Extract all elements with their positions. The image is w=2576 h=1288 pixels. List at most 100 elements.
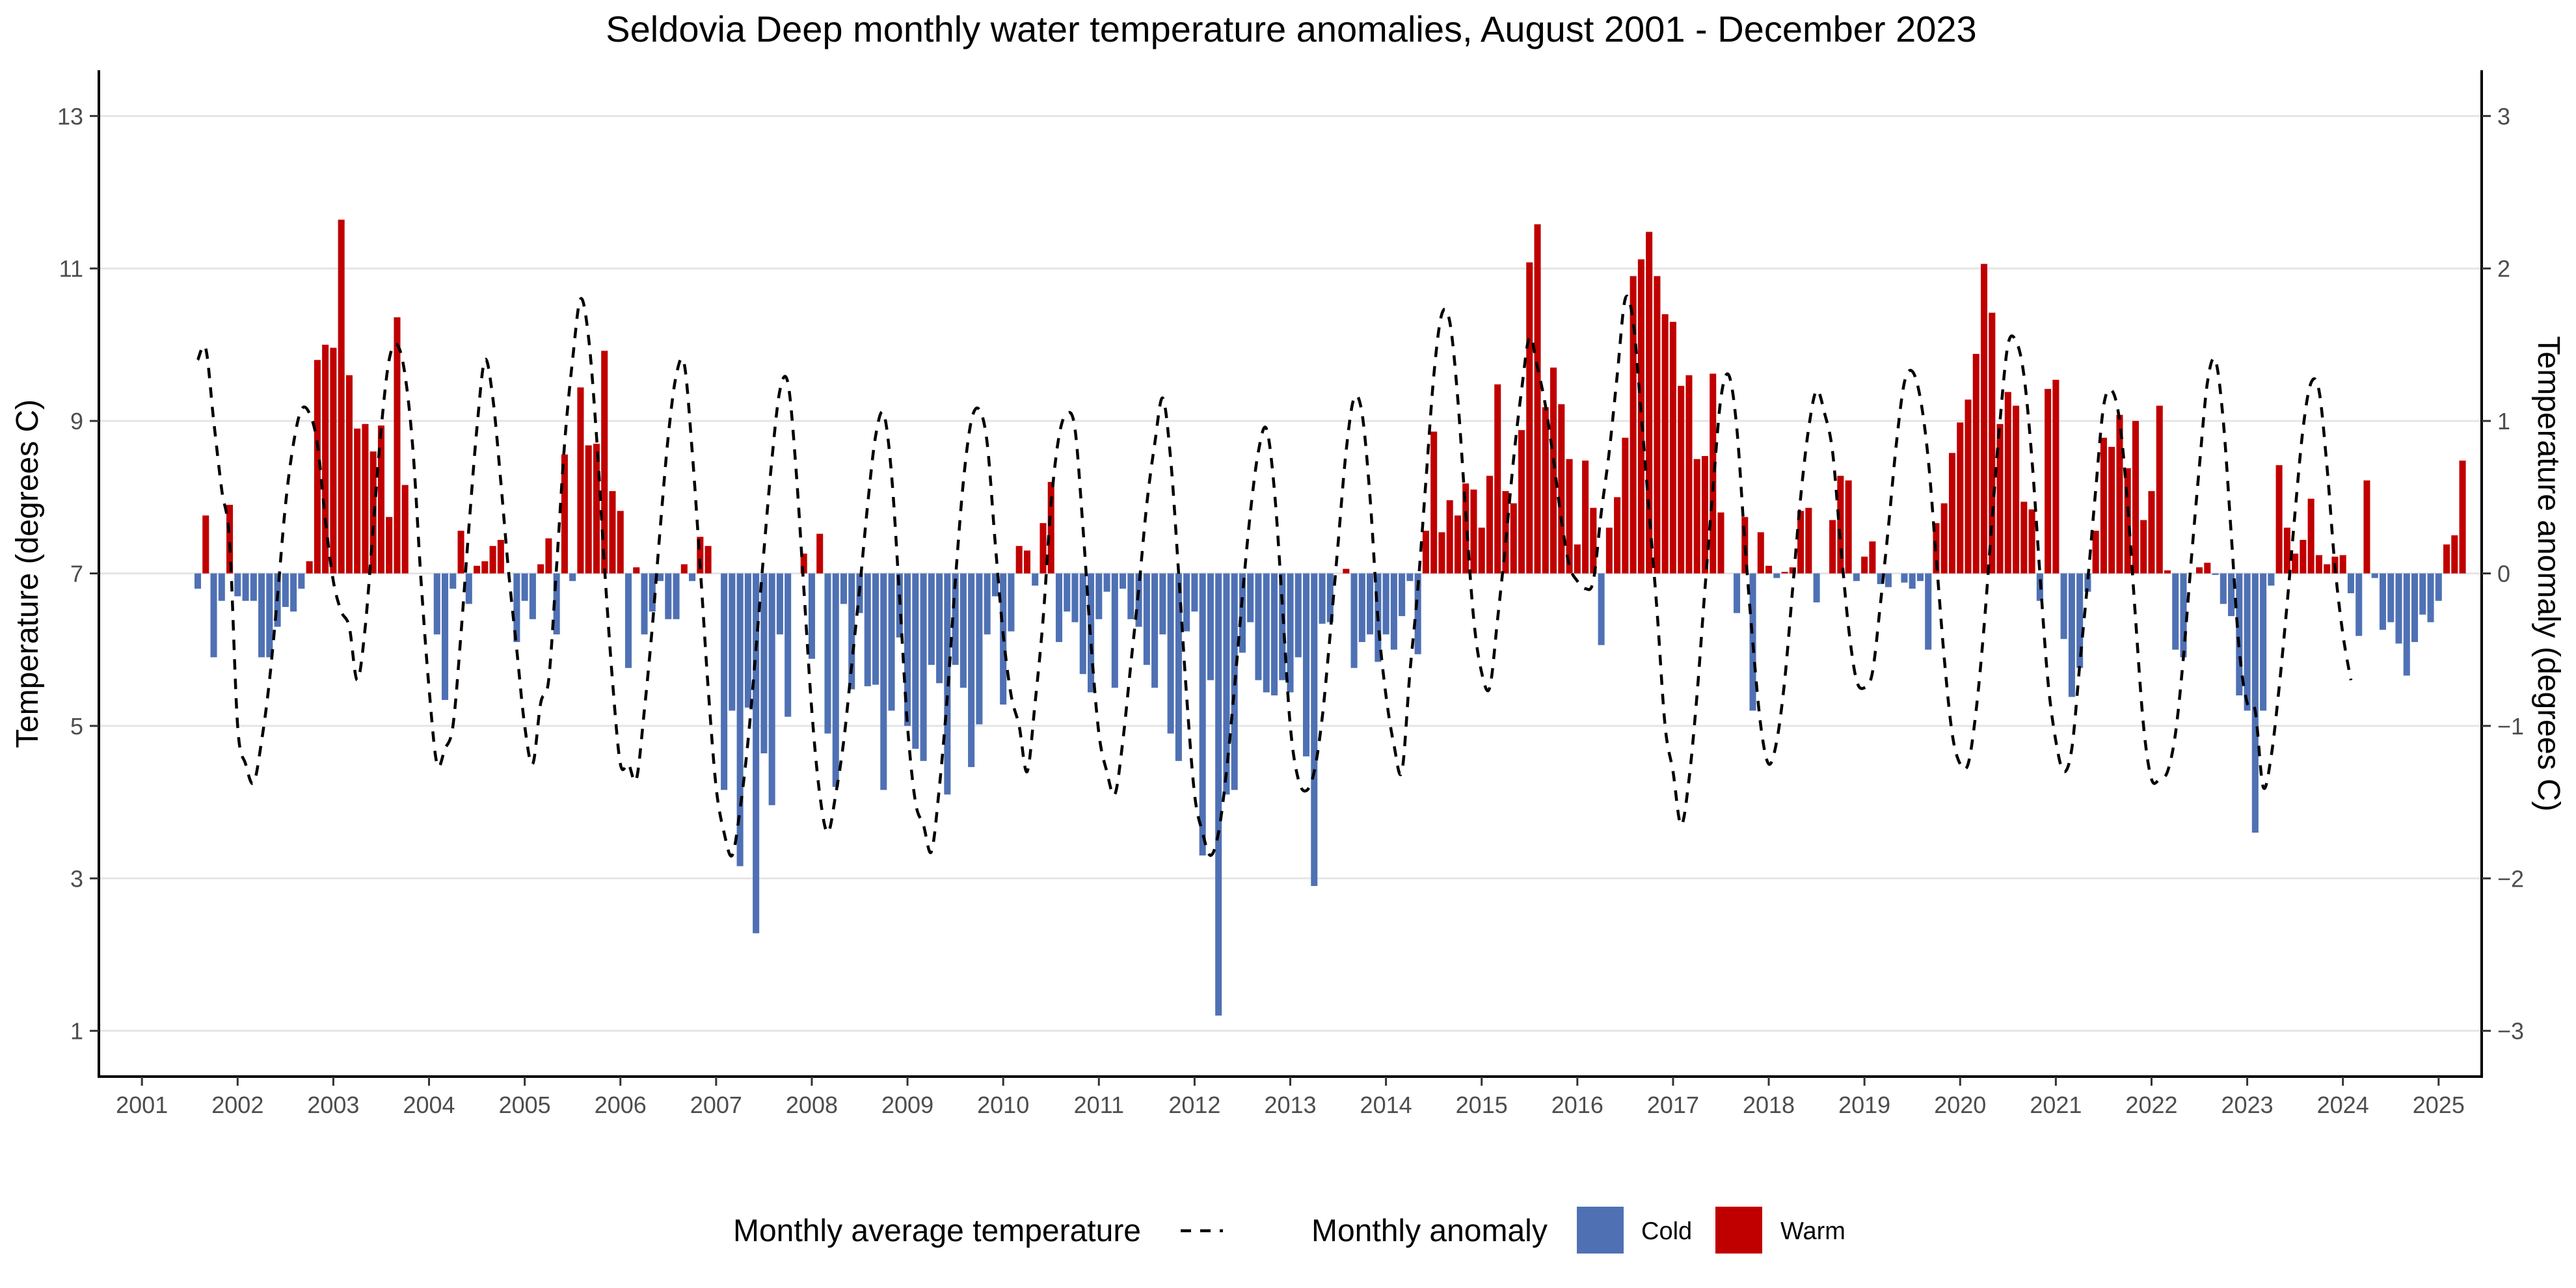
warm-anomaly-bar <box>1957 422 1964 574</box>
x-tick-label: 2019 <box>1838 1092 1890 1118</box>
warm-anomaly-bar <box>1622 437 1629 574</box>
warm-anomaly-bar <box>401 485 409 574</box>
x-tick-label: 2008 <box>786 1092 838 1118</box>
cold-anomaly-bar <box>529 573 536 619</box>
warm-anomaly-bar <box>306 561 313 574</box>
warm-anomaly-bar <box>1422 530 1429 574</box>
cold-anomaly-bar <box>1877 573 1884 584</box>
right-y-axis-title: Temperature anomaly (degrees C) <box>2531 336 2566 812</box>
warm-anomaly-bar <box>1614 497 1621 574</box>
cold-anomaly-bar <box>1032 573 1039 586</box>
x-tick-label: 2012 <box>1168 1092 1220 1118</box>
cold-anomaly-bar <box>872 573 879 685</box>
warm-anomaly-bar <box>800 554 807 574</box>
cold-anomaly-bar <box>2419 573 2426 615</box>
legend-cold-swatch <box>1577 1207 1624 1254</box>
warm-anomaly-bar <box>1558 404 1565 574</box>
x-tick-label: 2021 <box>2030 1092 2082 1118</box>
warm-anomaly-bar <box>1486 476 1494 574</box>
cold-anomaly-bar <box>1749 573 1756 711</box>
warm-anomaly-bar <box>537 564 544 574</box>
cold-anomaly-bar <box>888 573 895 711</box>
warm-anomaly-bar <box>2339 555 2346 574</box>
cold-anomaly-bar <box>234 573 241 597</box>
warm-anomaly-bar <box>1526 262 1533 574</box>
warm-anomaly-bar <box>2307 498 2314 574</box>
warm-anomaly-bar <box>1869 541 1876 574</box>
cold-anomaly-bar <box>465 573 472 604</box>
warm-anomaly-bar <box>601 351 608 574</box>
cold-anomaly-bar <box>2068 573 2075 697</box>
x-tick-label: 2017 <box>1647 1092 1699 1118</box>
cold-anomaly-bar <box>1414 573 1421 654</box>
cold-anomaly-bar <box>912 573 919 749</box>
warm-anomaly-bar <box>1781 572 1788 574</box>
cold-anomaly-bar <box>521 573 528 601</box>
cold-anomaly-bar <box>2251 573 2259 833</box>
cold-anomaly-bar <box>210 573 217 658</box>
cold-anomaly-bar <box>1207 573 1214 680</box>
cold-anomaly-bar <box>1382 573 1389 635</box>
warm-anomaly-bar <box>1047 481 1054 574</box>
cold-anomaly-bar <box>840 573 848 604</box>
warm-anomaly-bar <box>1940 503 1948 574</box>
warm-anomaly-bar <box>1534 224 1541 574</box>
warm-anomaly-bar <box>1478 528 1485 574</box>
cold-anomaly-bar <box>433 573 440 635</box>
warm-anomaly-bar <box>354 428 361 574</box>
cold-anomaly-bar <box>976 573 983 725</box>
cold-anomaly-bar <box>808 573 815 659</box>
x-tick-label: 2022 <box>2125 1092 2177 1118</box>
cold-anomaly-bar <box>442 573 449 701</box>
cold-anomaly-bar <box>449 573 457 589</box>
cold-anomaly-bar <box>194 573 202 589</box>
right-tick-label: 3 <box>2497 103 2510 129</box>
cold-anomaly-bar <box>513 573 520 642</box>
cold-anomaly-bar <box>649 573 656 612</box>
warm-anomaly-bar <box>680 564 688 574</box>
warm-anomaly-bar <box>1023 550 1030 574</box>
warm-anomaly-bar <box>609 490 616 574</box>
x-tick-label: 2005 <box>499 1092 551 1118</box>
cold-anomaly-bar <box>920 573 927 761</box>
warm-anomaly-bar <box>345 375 353 574</box>
x-tick-label: 2001 <box>116 1092 168 1118</box>
x-tick-label: 2016 <box>1551 1092 1603 1118</box>
warm-anomaly-bar <box>1566 459 1573 574</box>
cold-anomaly-bar <box>2260 573 2267 711</box>
warm-anomaly-bar <box>1845 480 1852 574</box>
left-y-axis-title: Temperature (degrees C) <box>10 399 45 748</box>
cold-anomaly-bar <box>1925 573 1932 650</box>
cold-anomaly-bar <box>1311 573 1318 887</box>
cold-anomaly-bar <box>1071 573 1079 623</box>
x-tick-label: 2015 <box>1456 1092 1508 1118</box>
cold-anomaly-bar <box>242 573 249 601</box>
warm-anomaly-bar <box>2283 528 2290 574</box>
warm-anomaly-bar <box>2132 421 2139 574</box>
cold-anomaly-bar <box>721 573 728 790</box>
warm-anomaly-bar <box>1462 483 1469 574</box>
right-tick-label: 2 <box>2497 256 2510 282</box>
warm-anomaly-bar <box>1470 489 1477 574</box>
cold-anomaly-bar <box>1813 573 1820 603</box>
legend-bar-title: Monthly anomaly <box>1311 1214 1548 1248</box>
warm-anomaly-bar <box>2164 570 2171 574</box>
cold-anomaly-bar <box>1263 573 1270 693</box>
warm-anomaly-bar <box>362 423 369 574</box>
warm-anomaly-bar <box>2100 437 2107 574</box>
right-tick-label: 1 <box>2497 408 2510 435</box>
warm-anomaly-bar <box>1040 523 1047 574</box>
x-tick-label: 2014 <box>1360 1092 1412 1118</box>
warm-anomaly-bar <box>1646 232 1653 574</box>
warm-anomaly-bar <box>2108 446 2115 574</box>
left-tick-label: 7 <box>70 561 83 587</box>
warm-anomaly-bar <box>2459 461 2466 574</box>
x-tick-label: 2010 <box>977 1092 1029 1118</box>
warm-anomaly-bar <box>1972 353 1979 574</box>
x-ticks: 2001 2002 2003 2004 2005 2006 2007 2008 2009 2010… <box>116 1077 2465 1118</box>
cold-anomaly-bar <box>218 573 225 601</box>
cold-anomaly-bar <box>729 573 736 711</box>
cold-anomaly-bar <box>1167 573 1174 734</box>
